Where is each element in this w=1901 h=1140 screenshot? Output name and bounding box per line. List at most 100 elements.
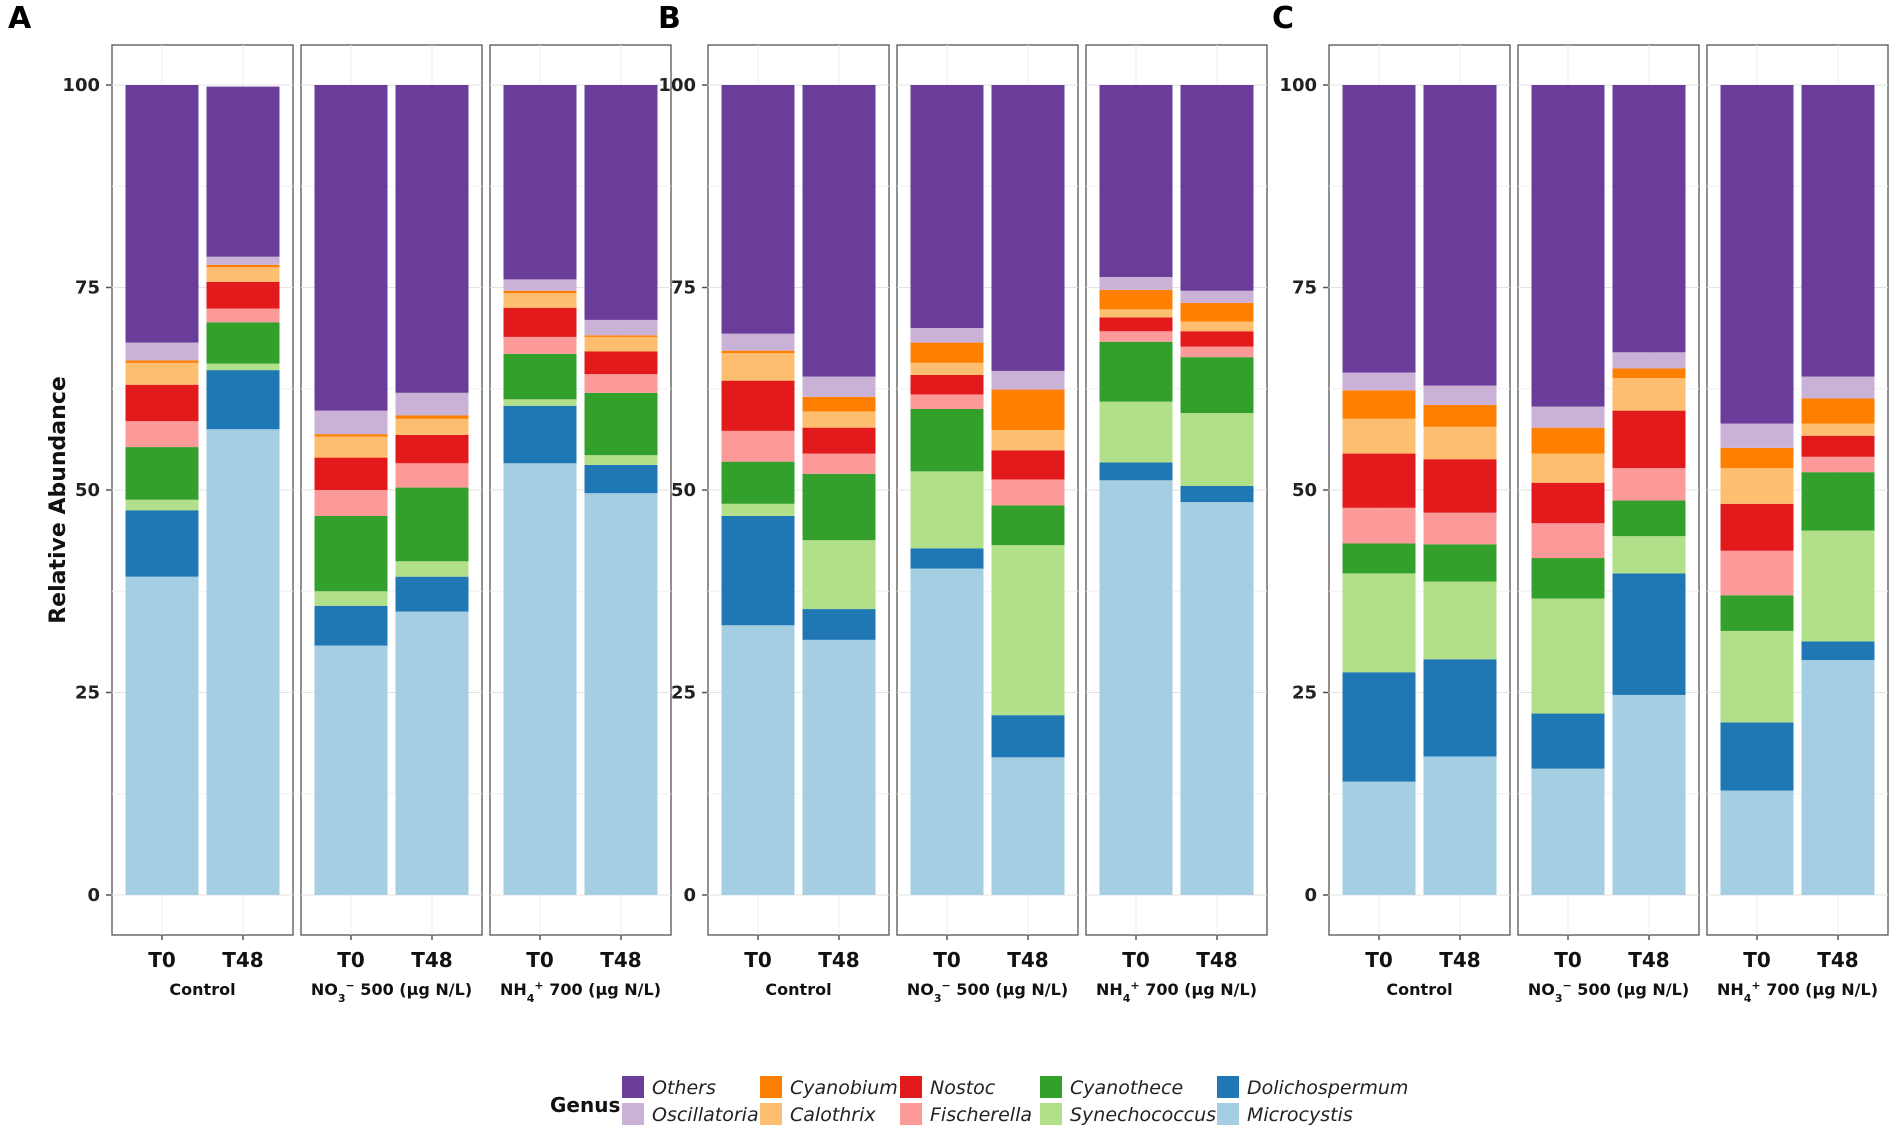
facet-label: NO3− 500 (µg N/L) — [1528, 979, 1689, 1005]
facet-nh4-700-g-n-l: T0 T48 NH4+ 700 (µg N/L) — [489, 44, 672, 1005]
y-tick-label: 25 — [671, 683, 696, 704]
legend-item-calothrix: Calothrix — [760, 1103, 876, 1126]
bar-t48 — [1180, 85, 1254, 895]
x-tick-label: T0 — [744, 948, 772, 972]
segment-cyanothece — [1612, 500, 1686, 537]
panel-b: B 0 25 50 75 100 T0 T48 Control T0 T48 NO3− 500 (µg… — [658, 1, 1268, 1005]
segment-nostoc — [395, 434, 469, 464]
legend-swatch — [900, 1103, 922, 1125]
segment-synechococcus — [1342, 573, 1416, 673]
legend-label: Cyanothece — [1070, 1077, 1183, 1099]
segment-fischerella — [802, 453, 876, 474]
segment-microcystis — [991, 757, 1065, 895]
legend-item-nostoc: Nostoc — [900, 1076, 996, 1099]
bar-t48 — [1612, 85, 1686, 895]
segment-fischerella — [1720, 550, 1794, 596]
segment-calothrix — [1531, 453, 1605, 483]
x-tick-label: T48 — [818, 948, 859, 972]
segment-nostoc — [910, 374, 984, 395]
segment-others — [314, 85, 388, 411]
segment-microcystis — [314, 645, 388, 895]
legend-label: Nostoc — [930, 1077, 996, 1099]
segment-cyanothece — [125, 447, 199, 500]
segment-synechococcus — [991, 545, 1065, 716]
segment-others — [1099, 85, 1173, 277]
segment-nostoc — [1612, 410, 1686, 469]
y-tick-label: 0 — [87, 885, 100, 906]
segment-oscillatoria — [1720, 423, 1794, 448]
x-tick-label: T48 — [600, 948, 641, 972]
segment-oscillatoria — [910, 328, 984, 343]
x-tick-label: T0 — [337, 948, 365, 972]
segment-cyanobium — [1612, 368, 1686, 379]
segment-microcystis — [1720, 790, 1794, 895]
segment-microcystis — [910, 568, 984, 895]
segment-microcystis — [1180, 502, 1254, 895]
segment-others — [584, 85, 658, 320]
bar-t48 — [395, 85, 469, 895]
segment-others — [125, 85, 199, 343]
segment-oscillatoria — [721, 333, 795, 351]
segment-microcystis — [584, 493, 658, 895]
legend-label: Microcystis — [1247, 1104, 1353, 1126]
x-tick-label: T0 — [148, 948, 176, 972]
y-tick-label: 75 — [75, 278, 100, 299]
segment-synechococcus — [395, 561, 469, 577]
y-tick-label: 50 — [671, 480, 696, 501]
segment-cyanothece — [802, 473, 876, 541]
x-tick-label: T0 — [1743, 948, 1771, 972]
segment-cyanothece — [314, 515, 388, 592]
segment-fischerella — [1531, 523, 1605, 559]
legend-label: Oscillatoria — [652, 1104, 759, 1126]
segment-microcystis — [1531, 768, 1605, 895]
segment-dolichospermum — [802, 609, 876, 640]
segment-dolichospermum — [206, 370, 280, 430]
facet-control: T0 T48 Control — [111, 44, 294, 999]
segment-nostoc — [802, 427, 876, 454]
segment-fischerella — [125, 421, 199, 448]
segment-cyanobium — [1342, 390, 1416, 419]
legend-swatch — [760, 1076, 782, 1098]
legend-item-synechococcus: Synechococcus — [1040, 1103, 1216, 1126]
legend-swatch — [1040, 1076, 1062, 1098]
legend-item-microcystis: Microcystis — [1217, 1103, 1353, 1126]
segment-cyanobium — [206, 264, 280, 268]
legend-item-cyanobium: Cyanobium — [760, 1076, 898, 1099]
segment-cyanothece — [395, 487, 469, 562]
facet-label: NH4+ 700 (µg N/L) — [1096, 979, 1257, 1005]
segment-dolichospermum — [584, 464, 658, 494]
segment-oscillatoria — [1342, 372, 1416, 391]
segment-cyanobium — [1423, 404, 1497, 427]
panel-letter: A — [8, 1, 32, 36]
segment-cyanothece — [1180, 357, 1254, 414]
segment-microcystis — [1612, 694, 1686, 895]
facet-label: NH4+ 700 (µg N/L) — [1717, 979, 1878, 1005]
segment-cyanothece — [1423, 544, 1497, 582]
segment-cyanobium — [1720, 447, 1794, 469]
x-tick-label: T0 — [933, 948, 961, 972]
segment-others — [503, 85, 577, 280]
legend-swatch — [1217, 1103, 1239, 1125]
segment-calothrix — [910, 362, 984, 375]
segment-fischerella — [1180, 346, 1254, 358]
segment-others — [721, 85, 795, 334]
y-axis-label: Relative Abundance — [46, 376, 71, 624]
segment-microcystis — [1099, 480, 1173, 895]
segment-cyanobium — [1801, 398, 1875, 424]
segment-cyanobium — [125, 360, 199, 363]
panel-letter: C — [1272, 1, 1294, 36]
facet-control: T0 T48 Control — [1328, 44, 1511, 999]
segment-calothrix — [802, 411, 876, 428]
segment-dolichospermum — [1720, 722, 1794, 791]
facet-no3-500-g-n-l: T0 T48 NO3− 500 (µg N/L) — [300, 44, 483, 1005]
segment-calothrix — [1180, 321, 1254, 332]
segment-cyanothece — [1801, 472, 1875, 531]
segment-microcystis — [395, 611, 469, 895]
y-tick-label: 25 — [1292, 683, 1317, 704]
x-tick-label: T48 — [1196, 948, 1237, 972]
legend-swatch — [622, 1076, 644, 1098]
segment-cyanothece — [991, 505, 1065, 546]
legend-title: Genus — [550, 1093, 620, 1117]
legend-label: Others — [652, 1077, 716, 1099]
